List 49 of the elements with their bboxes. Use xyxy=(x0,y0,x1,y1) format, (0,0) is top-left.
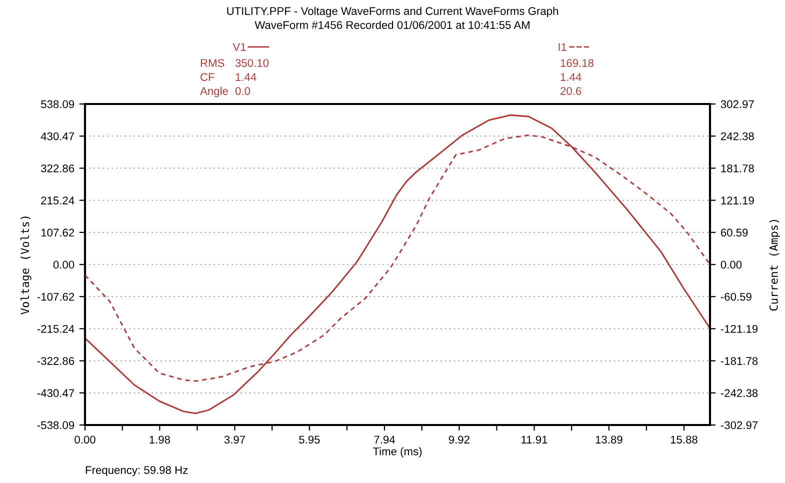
y2-tick-label: 181.78 xyxy=(721,164,754,172)
chart-subtitle: WaveForm #1456 Recorded 01/06/2001 at 10:41:55 AM xyxy=(254,20,530,29)
x-tick-label: 9.92 xyxy=(448,436,470,444)
text: 0.0 xyxy=(235,87,250,95)
y-tick-label: -322.86 xyxy=(37,357,74,365)
x-tick-label: 5.95 xyxy=(299,436,320,444)
y2-tick-label: -60.59 xyxy=(720,292,752,301)
legend-label: I1 xyxy=(558,43,566,51)
y2-tick-label: -181.78 xyxy=(720,357,758,365)
y2-tick-label: 302.97 xyxy=(720,100,754,108)
y-tick-label: -538.09 xyxy=(37,421,74,430)
y2-tick-label: -121.19 xyxy=(720,324,758,333)
text: Angle xyxy=(200,86,228,98)
line-series xyxy=(85,114,710,414)
x-tick-label: 0.00 xyxy=(74,436,96,444)
y-tick-label: 215.24 xyxy=(41,196,74,204)
y-axis-title: Voltage (Volts) xyxy=(20,216,32,314)
y-tick-label: 107.62 xyxy=(41,228,74,237)
y2-axis-title: Current (Amps) xyxy=(769,220,780,311)
y-tick-label: 322.86 xyxy=(41,164,74,172)
y-tick-label: -107.62 xyxy=(37,292,74,301)
text: CF xyxy=(200,73,214,81)
y-tick-label: -215.24 xyxy=(37,324,74,333)
legend-label: V1 xyxy=(232,43,246,51)
text: 350.10 xyxy=(235,59,269,67)
text: RMS xyxy=(200,59,224,67)
y2-tick-label: -302.97 xyxy=(720,421,758,430)
y2-tick-label: 121.19 xyxy=(721,196,754,204)
x-tick-label: 11.91 xyxy=(522,436,548,444)
y2-tick-label: 60.59 xyxy=(720,228,748,237)
text: 1.44 xyxy=(236,73,256,81)
y2-tick-label: 242.38 xyxy=(720,132,754,140)
y2-tick-label: 0.00 xyxy=(720,260,742,269)
x-tick-label: 13.89 xyxy=(596,436,622,444)
text: 169.18 xyxy=(560,59,594,67)
y-tick-label: 430.47 xyxy=(40,132,74,140)
text: Frequency: 59.98 Hz xyxy=(86,466,188,476)
y-tick-label: 0.00 xyxy=(53,260,74,269)
text: 20.6 xyxy=(560,87,582,95)
text: 1.44 xyxy=(560,73,582,81)
x-axis-title: Time (ms) xyxy=(372,447,422,458)
x-tick-label: 1.98 xyxy=(150,436,170,444)
x-tick-label: 7.94 xyxy=(374,436,395,444)
x-tick-label: 3.97 xyxy=(224,436,245,444)
y-tick-label: 538.09 xyxy=(41,100,74,108)
chart-title: UTILITY.PPF - Voltage WaveForms and Current WaveForms Graph xyxy=(227,6,558,18)
x-tick-label: 15.88 xyxy=(670,436,698,444)
y2-tick-label: -242.38 xyxy=(720,389,758,398)
y-tick-label: -430.47 xyxy=(37,389,74,398)
